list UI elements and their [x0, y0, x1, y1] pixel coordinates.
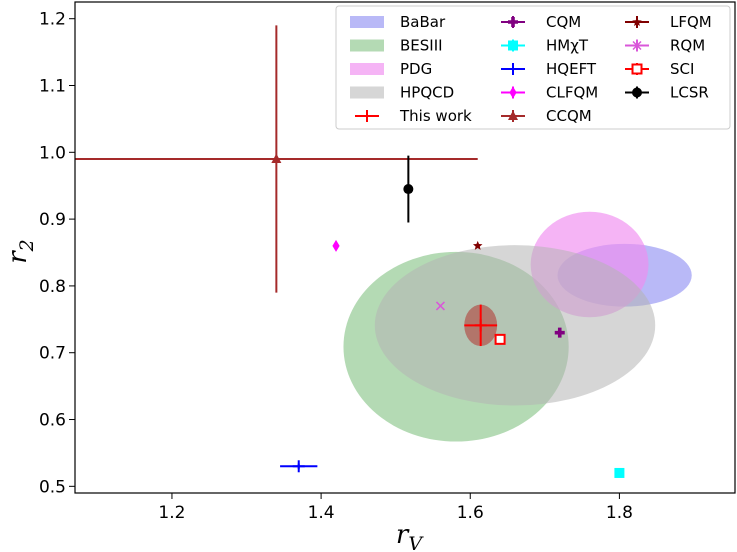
legend-item-cqm: CQM: [501, 13, 581, 31]
legend-marker-lcsr: [632, 87, 642, 98]
legend-label-besiii: BESIII: [400, 37, 443, 55]
legend-item-this-work: This work: [355, 107, 472, 125]
ellipse-hpqcd: [374, 245, 656, 406]
marker-ccqm: [271, 153, 282, 163]
legend-label-this-work: This work: [399, 107, 472, 125]
legend-item-hm-t: HMχT: [501, 37, 589, 55]
legend-item-ccqm: CCQM: [501, 107, 592, 125]
legend-marker-rqm: [632, 40, 642, 51]
point-cqm: [554, 327, 565, 338]
y-tick-label: 0.9: [39, 210, 66, 230]
marker-lfqm: [472, 240, 483, 250]
point-clfqm: [332, 239, 340, 252]
legend-item-hqeft: HQEFT: [501, 60, 597, 78]
legend-label-hqeft: HQEFT: [546, 60, 597, 78]
point-sci: [494, 333, 506, 345]
legend-label-sci: SCI: [670, 60, 694, 78]
legend-item-lfqm: LFQM: [625, 13, 712, 31]
legend-box: [335, 5, 731, 130]
x-tick-label: 1.8: [606, 503, 633, 523]
legend-label-clfqm: CLFQM: [546, 84, 598, 102]
legend-marker-lfqm: [632, 17, 642, 27]
legend-marker-hm-t: [508, 40, 518, 51]
ellipse-layer: [343, 211, 692, 442]
legend-label-ccqm: CCQM: [546, 107, 592, 125]
legend-item-besiii: BESIII: [350, 37, 443, 55]
legend: BaBar BESIII PDG HPQCD This work CQM HMχT HQEFT…: [335, 5, 731, 130]
point-hqeft: [280, 460, 318, 473]
legend-label-rqm: RQM: [670, 37, 705, 55]
legend-label-cqm: CQM: [546, 13, 581, 31]
legend-label-lcsr: LCSR: [670, 84, 709, 102]
legend-swatch-besiii: [350, 39, 384, 52]
legend-item-lcsr: LCSR: [625, 84, 709, 102]
y-axis-label-sub: 2: [16, 239, 38, 252]
x-axis-label-sub: V: [408, 533, 424, 552]
x-axis-label-main: r: [396, 520, 410, 550]
legend-item-babar: BaBar: [350, 13, 446, 31]
legend-swatch-babar: [350, 16, 384, 28]
legend-item-hpqcd: HPQCD: [350, 84, 454, 102]
marker-hm-t: [614, 467, 625, 478]
legend-marker-clfqm: [509, 86, 517, 99]
point-ccqm: [75, 25, 478, 293]
y-axis-label: r2: [3, 239, 38, 264]
y-tick-label: 1.1: [39, 77, 66, 97]
marker-rqm: [435, 301, 445, 311]
plot-frame: [74, 1, 736, 494]
y-tick-label: 0.8: [39, 277, 66, 297]
point-hm-t: [614, 467, 625, 478]
legend-label-lfqm: LFQM: [670, 13, 712, 31]
x-tick-label: 1.2: [158, 503, 185, 523]
y-tick-label: 0.6: [39, 411, 66, 431]
point-rqm: [435, 301, 445, 311]
y-tick-label: 0.5: [39, 477, 66, 497]
legend-marker-sci: [631, 63, 643, 75]
marker-sci: [494, 333, 506, 345]
legend-item-pdg: PDG: [350, 60, 432, 78]
legend-label-babar: BaBar: [400, 13, 446, 31]
legend-item-sci: SCI: [625, 60, 694, 78]
points-layer: [75, 25, 625, 478]
legend-item-rqm: RQM: [625, 37, 705, 55]
x-tick-label: 1.4: [308, 503, 335, 523]
legend-label-pdg: PDG: [400, 60, 432, 78]
ticks-layer: 1.2 1.4 1.6 1.8 0.5 0.6 0.7 0.8 0.9 1.0 1.1 1.2: [39, 10, 633, 523]
point-lcsr: [403, 155, 414, 223]
y-axis-label-main: r: [3, 250, 33, 264]
marker-lcsr: [403, 184, 414, 195]
y-tick-label: 1.0: [39, 143, 66, 163]
legend-swatch-hpqcd: [350, 86, 384, 99]
legend-item-clfqm: CLFQM: [501, 84, 598, 102]
y-tick-label: 0.7: [39, 344, 66, 364]
point-this-work: [464, 304, 498, 347]
point-lfqm: [472, 240, 483, 250]
legend-label-hm-t: HMχT: [546, 37, 589, 55]
x-tick-label: 1.6: [457, 503, 484, 523]
legend-marker-cqm: [507, 17, 518, 28]
marker-clfqm: [332, 239, 340, 252]
legend-marker-ccqm: [508, 110, 518, 120]
y-tick-label: 1.2: [39, 10, 66, 30]
legend-label-hpqcd: HPQCD: [400, 84, 454, 102]
marker-cqm: [554, 327, 565, 338]
x-axis-label: rV: [396, 520, 424, 552]
legend-swatch-pdg: [350, 63, 384, 75]
